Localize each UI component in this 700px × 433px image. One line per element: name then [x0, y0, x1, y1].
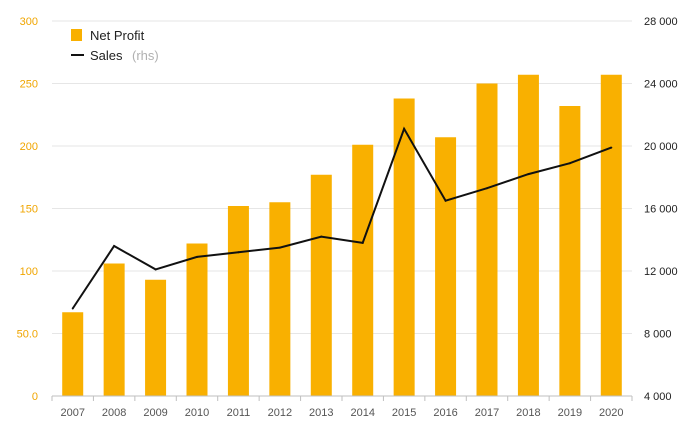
right-tick-label: 24 000	[644, 79, 678, 91]
bar-net-profit-2014	[352, 144, 374, 396]
x-tick-label: 2020	[599, 407, 623, 419]
x-tick-label: 2019	[558, 407, 582, 419]
left-tick-label: 100	[20, 266, 38, 278]
point-sales-2017	[486, 187, 488, 190]
x-axis-ticks: 2007 2008 2009 2010 2011 2012 2013 2014 2015 2016…	[51, 396, 633, 419]
point-sales-2019	[568, 162, 571, 165]
legend-swatch-net-profit	[71, 29, 82, 41]
left-tick-label: 150	[20, 204, 38, 216]
left-tick-label: 50.0	[17, 329, 38, 341]
bar-net-profit-2012	[269, 202, 291, 396]
left-tick-label: 0	[32, 391, 38, 403]
right-tick-label: 16 000	[644, 204, 678, 216]
bar-net-profit-2010	[186, 243, 208, 396]
point-sales-2010	[196, 255, 198, 258]
right-axis-ticks: 4 000 8 000 12 000 16 000 20 000 24 000 28 000	[644, 16, 678, 403]
point-sales-2011	[237, 251, 240, 254]
right-tick-label: 4 000	[644, 391, 672, 403]
x-tick-label: 2017	[475, 407, 499, 419]
sales-line	[71, 126, 613, 310]
left-tick-label: 300	[20, 16, 38, 28]
bar-net-profit-2018	[517, 74, 539, 396]
x-tick-label: 2013	[309, 407, 333, 419]
bar-net-profit-2008	[103, 263, 125, 396]
point-sales-2014	[361, 241, 364, 244]
x-tick-label: 2008	[102, 407, 126, 419]
left-axis-ticks: 0 50.0 100 150 200 250 300	[17, 16, 38, 403]
bar-net-profit-2020	[600, 74, 622, 396]
legend-entry-sales: Sales (rhs)	[90, 47, 159, 64]
point-sales-2015	[403, 127, 406, 130]
bar-net-profit-2007	[62, 312, 84, 396]
left-tick-label: 250	[20, 79, 38, 91]
left-tick-label: 200	[20, 141, 38, 153]
legend-label-net-profit: Net Profit	[90, 28, 145, 43]
point-sales-2020	[610, 146, 613, 149]
point-sales-2013	[320, 235, 323, 238]
x-tick-label: 2010	[185, 407, 209, 419]
point-sales-2018	[527, 173, 530, 176]
x-tick-label: 2009	[143, 407, 167, 419]
x-tick-label: 2015	[392, 407, 416, 419]
legend-label-sales-rhs: (rhs)	[132, 48, 159, 63]
net-profit-bars	[62, 74, 622, 396]
x-tick-label: 2007	[60, 407, 84, 419]
sales-polyline	[71, 126, 612, 310]
bar-net-profit-2013	[310, 174, 332, 396]
x-tick-label: 2016	[433, 407, 457, 419]
legend-label-sales: Sales	[90, 48, 123, 63]
point-sales-2007	[71, 307, 74, 310]
x-tick-label: 2012	[268, 407, 292, 419]
right-tick-label: 12 000	[644, 266, 678, 278]
bar-net-profit-2017	[476, 83, 498, 396]
x-tick-label: 2011	[227, 407, 251, 419]
gridlines	[52, 20, 632, 334]
x-tick-label: 2014	[350, 407, 374, 419]
bar-net-profit-2009	[145, 279, 167, 396]
bar-net-profit-2019	[559, 106, 581, 396]
bar-net-profit-2016	[435, 137, 457, 396]
legend: Net Profit Sales (rhs)	[71, 28, 159, 64]
point-sales-2008	[113, 245, 116, 247]
point-sales-2016	[444, 199, 447, 202]
bar-net-profit-2011	[227, 206, 249, 396]
point-sales-2009	[154, 268, 157, 271]
bar-net-profit-2015	[393, 98, 415, 396]
right-tick-label: 20 000	[644, 141, 678, 153]
point-sales-2012	[278, 246, 281, 249]
x-tick-label: 2018	[516, 407, 540, 419]
right-tick-label: 28 000	[644, 16, 678, 28]
right-tick-label: 8 000	[644, 329, 672, 341]
